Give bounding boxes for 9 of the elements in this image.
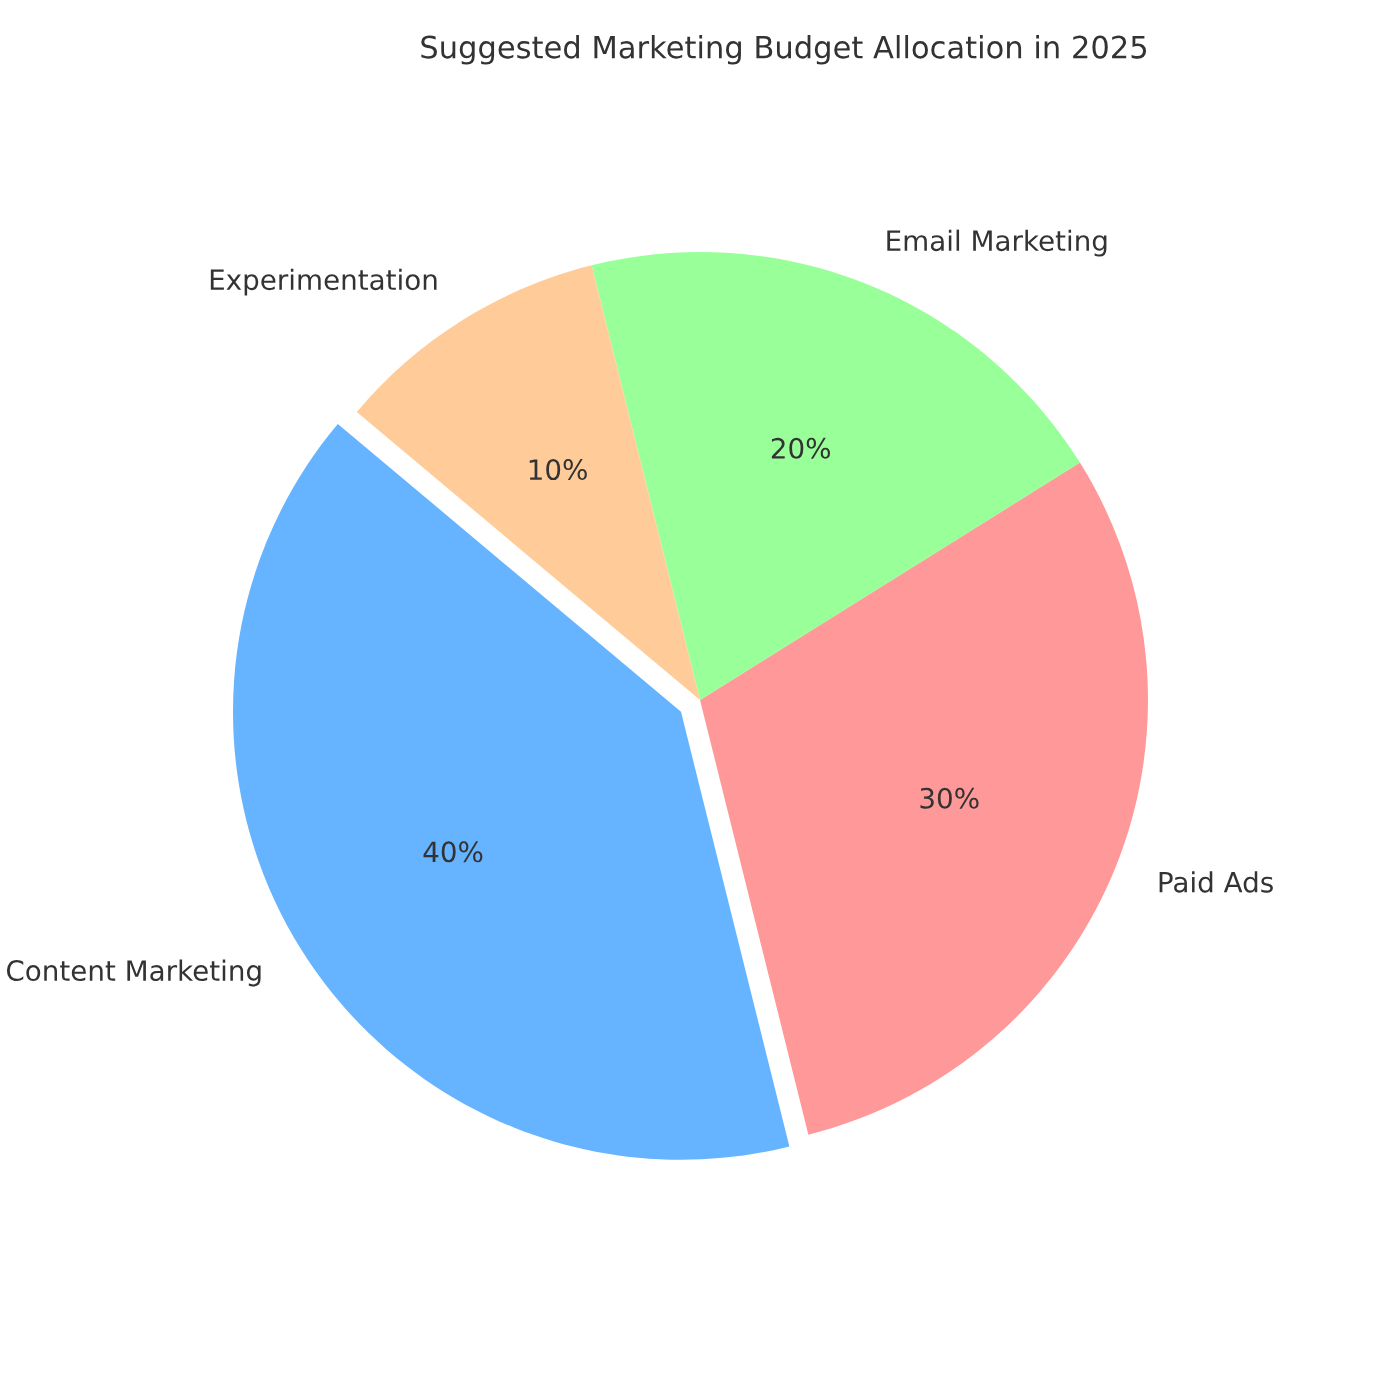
data-label: 20% [771, 437, 831, 459]
chart-title: Suggested Marketing Budget Allocation in 2025 [421, 35, 1147, 65]
data-label: 10% [529, 459, 587, 481]
data-label: 40% [423, 841, 483, 863]
slice-label: Experimentation [210, 268, 437, 296]
data-label: 30% [920, 787, 979, 809]
slice-label: Email Marketing [887, 229, 1107, 257]
slice-label: Content Marketing [6, 959, 261, 987]
slice-label: Paid Ads [1159, 871, 1273, 893]
